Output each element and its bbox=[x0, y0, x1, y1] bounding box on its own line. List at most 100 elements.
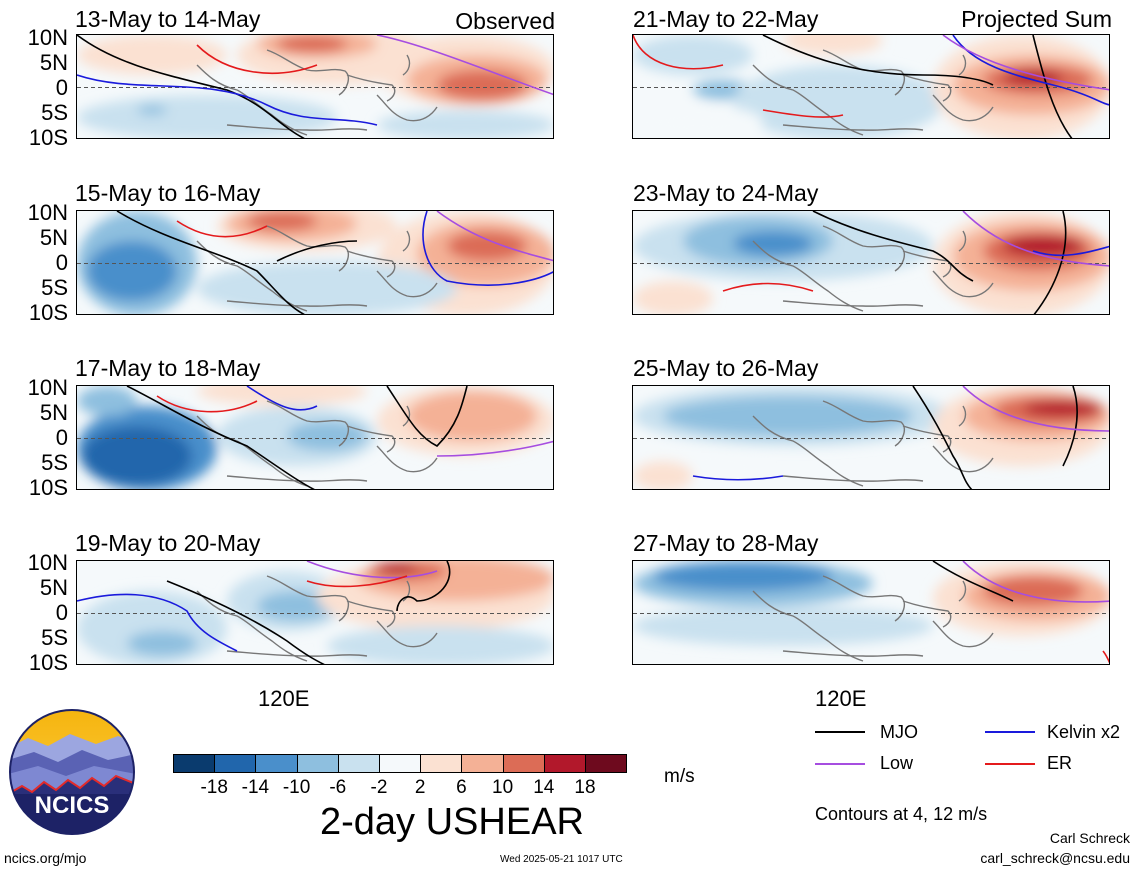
contour-line bbox=[762, 109, 844, 118]
lat-label: 0 bbox=[55, 600, 68, 625]
map-panel bbox=[632, 560, 1110, 665]
lat-label: 10N bbox=[27, 550, 68, 575]
coastline bbox=[782, 124, 924, 131]
coastline bbox=[266, 225, 349, 272]
colorbar-tick-label: -6 bbox=[329, 777, 347, 798]
coastline bbox=[932, 620, 994, 648]
shear-field bbox=[77, 211, 553, 314]
lat-label: 5N bbox=[39, 400, 68, 425]
shear-field bbox=[633, 35, 1109, 138]
contour-note: Contours at 4, 12 m/s bbox=[815, 804, 988, 824]
coastline bbox=[226, 650, 368, 657]
coastline bbox=[782, 300, 924, 307]
coastline bbox=[958, 405, 967, 427]
lat-label: 5S bbox=[41, 100, 68, 125]
legend-line-mjo bbox=[815, 731, 865, 733]
shear-region bbox=[82, 426, 192, 486]
lon-label-left: 120E bbox=[258, 686, 310, 711]
shear-map bbox=[77, 35, 553, 138]
coastline bbox=[958, 230, 967, 252]
ncics-logo: NCICS bbox=[8, 708, 136, 836]
contour-line bbox=[386, 386, 468, 447]
contour-line bbox=[942, 35, 1109, 91]
shear-map bbox=[77, 211, 553, 314]
colorbar-tick-label: 6 bbox=[456, 777, 467, 798]
lat-label: 10S bbox=[28, 125, 68, 150]
contour-line bbox=[77, 593, 238, 652]
shear-region bbox=[783, 35, 883, 55]
lat-label: 10N bbox=[27, 25, 68, 50]
colorbar-tick-label: -10 bbox=[282, 777, 311, 798]
map-panel bbox=[76, 560, 554, 665]
map-panel bbox=[632, 385, 1110, 490]
contour-line bbox=[633, 35, 724, 70]
coastline bbox=[376, 94, 438, 122]
shear-field bbox=[77, 386, 553, 489]
lat-label: 0 bbox=[55, 425, 68, 450]
legend-label-kelvin: Kelvin x2 bbox=[1047, 722, 1121, 742]
shear-map bbox=[633, 211, 1109, 314]
lat-label: 0 bbox=[55, 250, 68, 275]
coastline bbox=[226, 300, 368, 307]
coastline bbox=[782, 650, 924, 657]
coastline bbox=[932, 270, 994, 298]
shear-region bbox=[437, 70, 527, 100]
panel-title: 13-May to 14-May bbox=[75, 6, 261, 32]
contour-line bbox=[246, 386, 318, 411]
contour-line bbox=[962, 211, 1109, 267]
panel-title: 17-May to 18-May bbox=[75, 355, 261, 381]
lat-label: 0 bbox=[55, 75, 68, 100]
coastline bbox=[346, 250, 396, 278]
coastline bbox=[346, 425, 396, 453]
coastline bbox=[376, 445, 438, 473]
coastline bbox=[822, 225, 905, 272]
coastline bbox=[376, 620, 438, 648]
lat-label: 10N bbox=[27, 375, 68, 400]
colorbar-tick-label: -14 bbox=[241, 777, 270, 798]
colorbar-tick-label: -18 bbox=[200, 777, 228, 798]
shear-region bbox=[663, 396, 913, 436]
colorbar-unit: m/s bbox=[664, 766, 695, 787]
contour-line bbox=[1033, 211, 1067, 314]
colorbar-title: 2-day USHEAR bbox=[320, 801, 584, 843]
shear-map bbox=[77, 386, 553, 489]
shear-region bbox=[77, 386, 137, 416]
shear-region bbox=[407, 391, 537, 441]
colorbar-swatch bbox=[420, 754, 463, 773]
coastline bbox=[346, 74, 396, 102]
footer-timestamp: Wed 2025-05-21 1017 UTC bbox=[500, 854, 623, 865]
contour-line bbox=[1032, 245, 1109, 257]
colorbar-swatch bbox=[214, 754, 257, 773]
footer-author: Carl Schreck bbox=[1049, 830, 1130, 846]
shear-field bbox=[633, 211, 1109, 314]
panel-title: 25-May to 26-May bbox=[633, 355, 819, 381]
colorbar-swatch bbox=[379, 754, 422, 773]
shear-region bbox=[633, 461, 693, 489]
shear-region bbox=[1003, 236, 1083, 256]
coastline bbox=[402, 54, 411, 76]
contour-line bbox=[196, 44, 318, 74]
map-panel bbox=[76, 34, 554, 139]
coastline bbox=[266, 575, 349, 622]
lat-label: 5N bbox=[39, 50, 68, 75]
coastline bbox=[958, 580, 967, 602]
shear-region bbox=[633, 606, 933, 646]
footer-email: carl_schreck@ncsu.edu bbox=[980, 850, 1130, 866]
panel-title: 15-May to 16-May bbox=[75, 180, 261, 206]
coastline bbox=[402, 230, 411, 252]
shear-region bbox=[447, 231, 527, 261]
panel-title: 19-May to 20-May bbox=[75, 530, 261, 556]
colorbar-swatch bbox=[255, 754, 298, 773]
colorbar-tick-label: 18 bbox=[574, 777, 596, 798]
shear-map bbox=[77, 561, 553, 664]
lat-label: 5N bbox=[39, 225, 68, 250]
map-panel bbox=[76, 210, 554, 315]
panel-tag: Projected Sum bbox=[961, 6, 1112, 32]
shear-region bbox=[277, 35, 347, 53]
contour-line bbox=[156, 395, 258, 413]
coastline bbox=[752, 590, 864, 662]
shear-field bbox=[633, 386, 1109, 489]
colorbar-tick-label: 2 bbox=[414, 777, 426, 798]
coastline bbox=[902, 74, 952, 102]
colorbar-swatch bbox=[173, 754, 216, 773]
